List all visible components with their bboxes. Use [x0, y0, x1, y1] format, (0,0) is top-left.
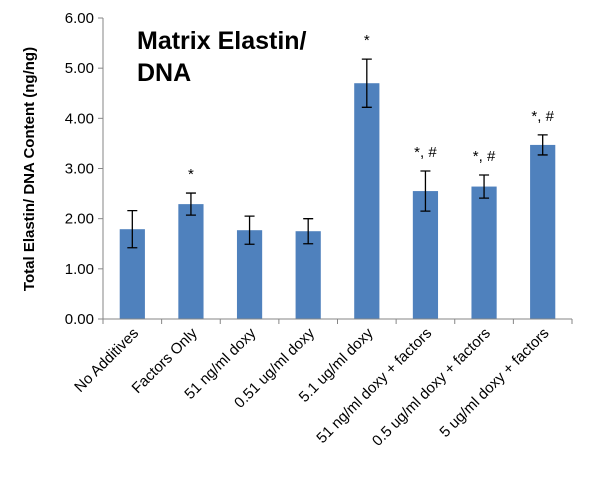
significance-label: *: [364, 32, 370, 49]
x-tick-label: 0.5 ug/ml doxy + factors: [369, 325, 494, 450]
chart-title-line-1: Matrix Elastin/: [137, 27, 307, 55]
error-bar: [420, 170, 431, 212]
bar: [412, 191, 439, 319]
y-tick-label: 5.00: [65, 60, 94, 77]
bar: [178, 204, 204, 319]
y-axis-label: Total Elastin/ DNA Content (ng/ng): [21, 47, 38, 291]
significance-label: *, #: [414, 144, 437, 161]
significance-label: *, #: [531, 108, 554, 125]
error-bar: [185, 192, 196, 216]
bar: [295, 231, 321, 319]
error-bar: [303, 218, 314, 245]
y-tick-label: 4.00: [65, 110, 94, 127]
bar: [236, 230, 263, 319]
error-bar: [537, 134, 548, 156]
x-tick-label: 51 ng/ml doxy + factors: [313, 325, 435, 447]
y-tick-label: 1.00: [65, 261, 94, 278]
error-bar: [244, 215, 255, 245]
y-tick-label: 2.00: [65, 211, 94, 228]
significance-label: *: [188, 166, 194, 183]
error-bar: [361, 58, 372, 108]
bar: [530, 144, 556, 319]
bar: [354, 83, 380, 319]
y-tick-label: 0.00: [65, 311, 94, 328]
error-bar: [479, 174, 490, 199]
x-tick-label: 5 ug/ml doxy + factors: [436, 325, 552, 441]
error-bar: [127, 209, 138, 249]
y-axis-ticks: 0.00 1.00 2.00 3.00 4.00 5.00 6.00: [65, 10, 103, 328]
significance-label: *, #: [473, 148, 496, 165]
bar: [471, 186, 497, 319]
y-tick-label: 6.00: [65, 10, 94, 27]
bars-group: * * *, # *, # *, #: [119, 32, 556, 319]
chart-title-line-2: DNA: [137, 59, 191, 87]
y-tick-label: 3.00: [65, 161, 94, 178]
